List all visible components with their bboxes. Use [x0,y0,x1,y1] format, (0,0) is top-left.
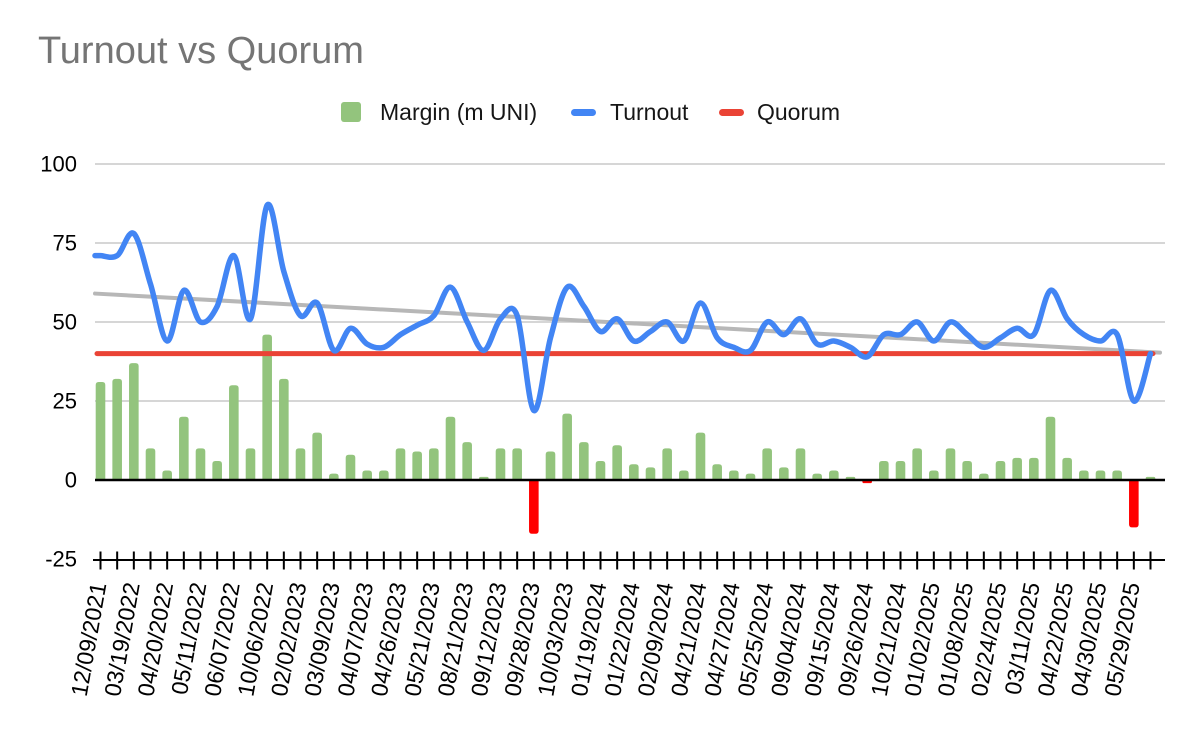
margin-bar [462,442,472,480]
margin-bar [962,461,972,480]
margin-bar [679,470,689,480]
legend-label: Turnout [610,98,689,125]
y-axis-tick-label: 25 [53,389,77,414]
margin-bar [879,461,889,480]
margin-bar [1112,470,1122,480]
legend-label: Quorum [757,98,841,125]
y-axis-tick-label: 100 [40,152,77,177]
margin-bar [129,363,139,480]
margin-bar [312,432,322,480]
margin-bar [429,448,439,480]
legend-swatch-icon [341,102,361,122]
margin-bar [245,448,256,480]
margin-bar [912,448,922,480]
margin-bar [1029,457,1039,480]
margin-bar [395,448,406,480]
margin-bar [229,385,239,480]
margin-bar [279,378,289,480]
margin-bar [562,413,572,480]
margin-bar [195,448,206,480]
margin-bar [362,470,372,480]
y-axis-tick-label: -25 [45,547,77,572]
margin-bar [295,448,306,480]
margin-bar [629,464,639,480]
chart-legend: Margin (m UNI) Turnout Quorum [0,98,1200,128]
margin-bar [212,461,222,480]
legend-item-turnout[interactable]: Turnout [571,98,688,126]
margin-bar [662,448,672,480]
margin-bar [979,473,989,480]
turnout-line [92,201,1154,414]
margin-bar [695,432,706,480]
y-axis-tick-label: 75 [53,231,77,256]
margin-bar [712,464,722,480]
margin-bar [1012,457,1022,480]
margin-bar [812,473,822,480]
legend-item-quorum[interactable]: Quorum [719,98,840,126]
legend-label: Margin (m UNI) [380,98,538,125]
y-axis-tick-label: 0 [65,468,77,493]
margin-bar-negative [1129,480,1139,528]
margin-bar [945,448,956,480]
margin-bar [445,416,456,480]
margin-bar [1095,470,1106,480]
margin-bar [379,470,389,480]
margin-bar [1062,457,1072,480]
margin-bar [495,448,506,480]
margin-bar [179,416,189,480]
legend-swatch-icon [719,108,744,116]
margin-bar [795,448,806,480]
margin-bar [412,451,422,480]
margin-bar [645,467,656,480]
margin-bar [729,470,739,480]
margin-bar [162,470,172,480]
margin-bar [112,378,122,480]
margin-bar-negative [529,480,539,534]
trend-line [93,291,1162,355]
margin-bar [995,461,1006,480]
margin-bar [1079,470,1089,480]
margin-bar [345,454,356,480]
margin-bar [145,448,156,480]
margin-bar [929,470,939,480]
y-axis-tick-label: 50 [53,310,77,335]
chart-title: Turnout vs Quorum [38,30,364,72]
margin-bar [595,461,606,480]
margin-bar [745,473,756,480]
margin-bar [329,473,339,480]
margin-bar [512,448,522,480]
margin-bar [612,445,622,480]
legend-item-margin-m-uni[interactable]: Margin (m UNI) [341,98,537,126]
margin-bar [545,451,556,480]
margin-bar [762,448,772,480]
margin-bar [829,470,839,480]
margin-bar [95,382,106,480]
margin-bar [895,461,906,480]
margin-bar [779,467,789,480]
margin-bar [579,442,589,480]
margin-bar [262,334,272,480]
margin-bar [1045,416,1056,480]
legend-swatch-icon [571,108,596,116]
